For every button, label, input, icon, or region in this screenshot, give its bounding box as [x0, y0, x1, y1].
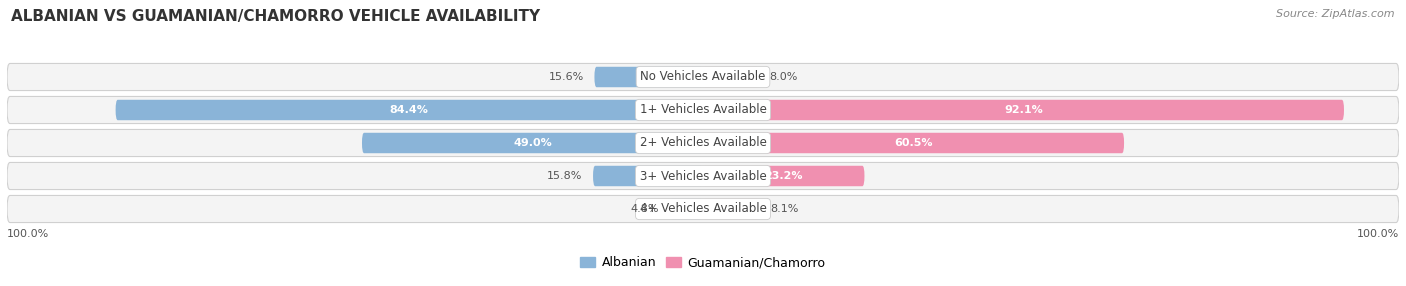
FancyBboxPatch shape	[361, 133, 703, 153]
Text: 49.0%: 49.0%	[513, 138, 553, 148]
Text: 3+ Vehicles Available: 3+ Vehicles Available	[640, 170, 766, 182]
Text: 4+ Vehicles Available: 4+ Vehicles Available	[640, 202, 766, 215]
Text: 15.8%: 15.8%	[547, 171, 582, 181]
FancyBboxPatch shape	[7, 195, 1399, 223]
FancyBboxPatch shape	[595, 67, 703, 87]
Text: 2+ Vehicles Available: 2+ Vehicles Available	[640, 136, 766, 150]
FancyBboxPatch shape	[703, 166, 865, 186]
Text: 1+ Vehicles Available: 1+ Vehicles Available	[640, 104, 766, 116]
Text: 92.1%: 92.1%	[1004, 105, 1043, 115]
Text: ALBANIAN VS GUAMANIAN/CHAMORRO VEHICLE AVAILABILITY: ALBANIAN VS GUAMANIAN/CHAMORRO VEHICLE A…	[11, 9, 540, 23]
Text: 84.4%: 84.4%	[389, 105, 429, 115]
FancyBboxPatch shape	[703, 199, 759, 219]
Text: 4.8%: 4.8%	[631, 204, 659, 214]
Text: Source: ZipAtlas.com: Source: ZipAtlas.com	[1277, 9, 1395, 19]
Text: 23.2%: 23.2%	[765, 171, 803, 181]
Text: 15.6%: 15.6%	[548, 72, 583, 82]
Text: 8.0%: 8.0%	[769, 72, 797, 82]
FancyBboxPatch shape	[703, 67, 759, 87]
FancyBboxPatch shape	[703, 133, 1123, 153]
FancyBboxPatch shape	[7, 130, 1399, 156]
Text: 8.1%: 8.1%	[770, 204, 799, 214]
FancyBboxPatch shape	[669, 199, 703, 219]
FancyBboxPatch shape	[115, 100, 703, 120]
FancyBboxPatch shape	[7, 162, 1399, 190]
Text: 60.5%: 60.5%	[894, 138, 932, 148]
Text: 100.0%: 100.0%	[7, 229, 49, 239]
FancyBboxPatch shape	[703, 100, 1344, 120]
FancyBboxPatch shape	[593, 166, 703, 186]
Text: 100.0%: 100.0%	[1357, 229, 1399, 239]
FancyBboxPatch shape	[7, 63, 1399, 91]
Text: No Vehicles Available: No Vehicles Available	[640, 71, 766, 84]
Legend: Albanian, Guamanian/Chamorro: Albanian, Guamanian/Chamorro	[575, 251, 831, 274]
FancyBboxPatch shape	[7, 96, 1399, 124]
